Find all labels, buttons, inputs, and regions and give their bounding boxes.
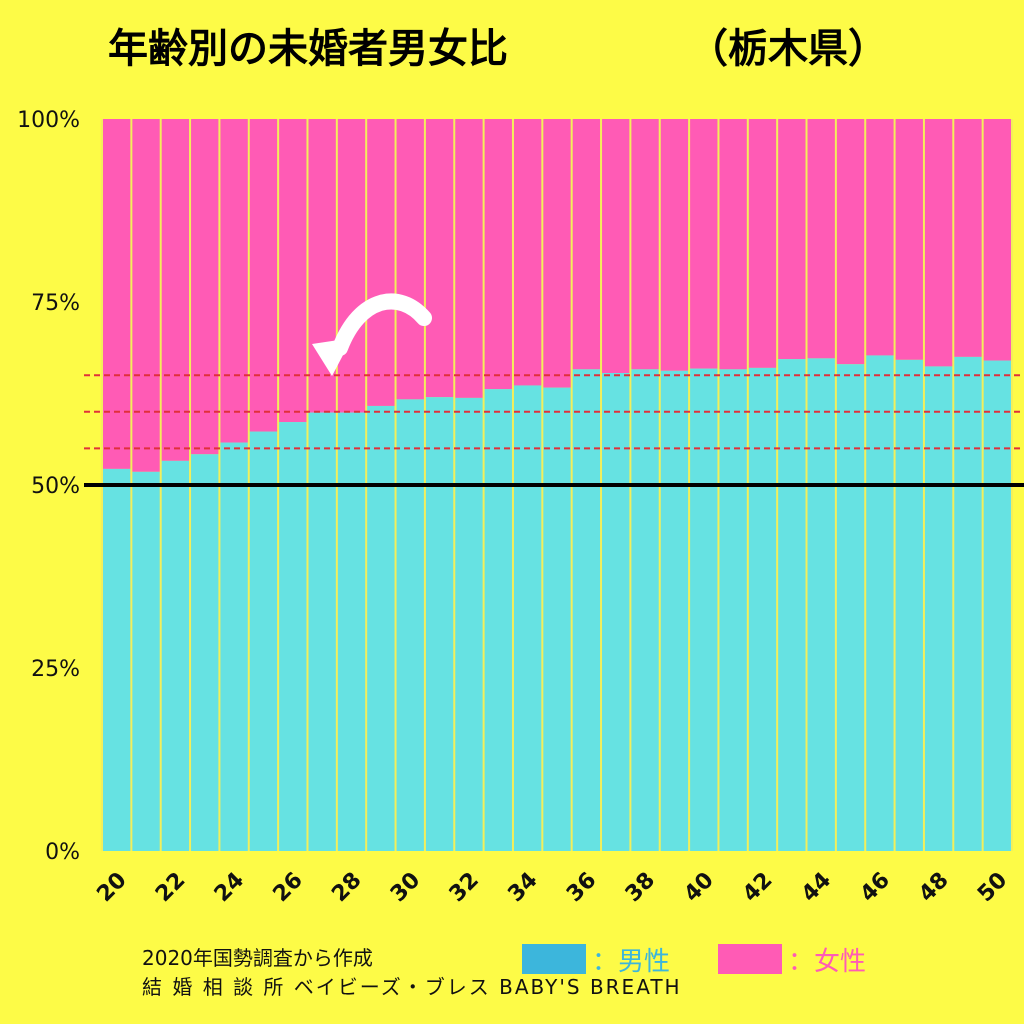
- y-axis-ticks: 0% 25% 50% 75% 100%: [17, 108, 80, 865]
- bar-male: [219, 442, 249, 851]
- bar-female: [366, 119, 396, 406]
- bar-male: [366, 405, 396, 851]
- annotation-arrow: [312, 293, 432, 376]
- bar-group: [101, 119, 1013, 851]
- x-tick-label: 34: [503, 868, 542, 907]
- bar-male: [160, 460, 191, 851]
- x-tick-label: 42: [738, 868, 777, 907]
- bar-female: [601, 119, 631, 374]
- bar-female: [689, 119, 719, 369]
- bar-female: [512, 119, 543, 386]
- bar-male: [190, 454, 220, 851]
- bar-female: [630, 119, 660, 370]
- x-tick-label: 32: [445, 868, 484, 907]
- bar-female: [982, 119, 1012, 361]
- bar-female: [454, 119, 484, 398]
- bar-male: [248, 431, 279, 851]
- bar-female: [659, 119, 690, 371]
- legend-label-female: ：女性: [788, 947, 866, 977]
- bar-female: [835, 119, 866, 365]
- bar-female: [190, 119, 220, 455]
- x-tick-label: 40: [680, 868, 719, 907]
- y-tick-label: 25%: [31, 657, 80, 682]
- bar-female: [483, 119, 513, 390]
- x-tick-label: 26: [269, 868, 308, 907]
- bar-female: [806, 119, 836, 359]
- x-tick-label: 50: [973, 868, 1012, 907]
- bar-male: [865, 355, 895, 851]
- bar-female: [894, 119, 924, 360]
- bar-male: [336, 412, 367, 851]
- bar-female: [336, 119, 367, 413]
- bar-male: [894, 359, 924, 851]
- bar-male: [630, 369, 660, 851]
- bar-female: [131, 119, 161, 472]
- bar-male: [689, 368, 719, 851]
- bar-female: [219, 119, 249, 443]
- footer-brand: 結 婚 相 談 所 ベイビーズ・ブレス BABY'S BREATH: [142, 975, 682, 999]
- x-tick-label: 44: [797, 868, 836, 907]
- bar-female: [424, 119, 455, 398]
- bar-female: [102, 119, 132, 469]
- legend-label-male: ：男性: [592, 947, 670, 977]
- bar-male: [601, 373, 631, 851]
- x-tick-label: 24: [210, 868, 249, 907]
- bar-male: [278, 422, 308, 851]
- bar-female: [953, 119, 983, 357]
- bar-male: [806, 358, 836, 851]
- bar-male: [718, 369, 748, 851]
- x-tick-label: 38: [621, 868, 660, 907]
- bar-male: [512, 385, 543, 851]
- bar-female: [571, 119, 602, 370]
- bar-female: [718, 119, 748, 370]
- x-tick-label: 20: [92, 868, 131, 907]
- y-tick-label: 100%: [17, 108, 80, 133]
- chart-title: 年齢別の未婚者男女比: [108, 26, 508, 72]
- bar-female: [747, 119, 778, 368]
- bar-male: [777, 359, 807, 851]
- bar-male: [923, 366, 954, 851]
- bar-female: [923, 119, 954, 367]
- bar-female: [542, 119, 572, 388]
- x-tick-label: 48: [914, 868, 953, 907]
- y-tick-label: 50%: [31, 474, 80, 499]
- bar-female: [865, 119, 895, 356]
- bar-male: [102, 468, 132, 851]
- bar-male: [982, 360, 1012, 851]
- legend: ：男性 ：女性: [522, 944, 866, 977]
- bar-male: [395, 399, 425, 851]
- bar-female: [248, 119, 279, 432]
- x-tick-label: 28: [327, 868, 366, 907]
- reference-lines: [84, 374, 1024, 487]
- x-tick-label: 30: [386, 868, 425, 907]
- x-tick-label: 36: [562, 868, 601, 907]
- bar-female: [395, 119, 425, 400]
- bar-male: [424, 397, 455, 851]
- bar-female: [160, 119, 191, 461]
- bar-male: [131, 471, 161, 851]
- bar-female: [278, 119, 308, 423]
- bar-male: [747, 367, 778, 851]
- bar-male: [571, 369, 602, 851]
- bar-female: [777, 119, 807, 360]
- x-tick-label: 46: [856, 868, 895, 907]
- legend-swatch-female: [718, 944, 782, 974]
- bar-male: [307, 412, 337, 851]
- bar-male: [483, 389, 513, 851]
- legend-swatch-male: [522, 944, 586, 974]
- footer-source: 2020年国勢調査から作成: [142, 946, 373, 970]
- arrow-icon: [332, 293, 432, 356]
- y-tick-label: 0%: [45, 840, 80, 865]
- x-axis-ticks: 20 22 24 26 28 30 32 34 36 38 40 42 44 46 48 50: [92, 868, 1012, 907]
- bar-male: [953, 356, 983, 851]
- y-tick-label: 75%: [31, 291, 80, 316]
- bar-male: [835, 364, 866, 851]
- chart-region: （栃木県）: [688, 26, 888, 72]
- bar-male: [659, 370, 690, 851]
- arrow-head-icon: [312, 338, 352, 376]
- bar-male: [454, 397, 484, 851]
- bar-male: [542, 387, 572, 851]
- x-tick-label: 22: [151, 868, 190, 907]
